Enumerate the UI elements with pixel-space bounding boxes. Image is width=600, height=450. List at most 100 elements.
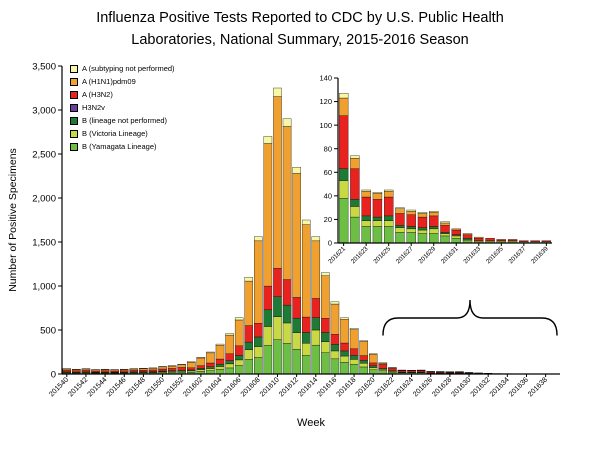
bar-segment-b-yamagata [338,198,349,244]
bar-segment-a-h3n2 [429,215,439,227]
legend-label-b-victoria: B (Victoria Lineage) [82,129,148,138]
bar-segment-a-unsubtyped [273,87,282,97]
bar-segment-a-h3n2 [369,362,378,366]
legend-item-a-h1n1: A (H1N1)pdm09 [70,77,175,86]
bar-segment-b-yamagata [292,349,301,375]
bar-segment-a-unsubtyped [311,236,321,242]
bar-segment-b-no-lineage [225,360,234,365]
bar-segment-a-unsubtyped [384,189,394,192]
bar-segment-b-yamagata [372,226,383,244]
bar-segment-a-unsubtyped [372,192,383,194]
bar-segment-b-yamagata [244,359,253,375]
bar-segment-a-unsubtyped [292,167,301,174]
x-tick-label: 201636 [507,375,530,398]
bar-segment-b-yamagata [330,358,340,375]
bar-segment-b-victoria [254,346,263,358]
legend-label-b-no-lineage: B (lineage not performed) [82,116,168,125]
bar-segment-b-yamagata [225,367,234,375]
x-tick-label: 201621 [327,245,347,265]
bar-segment-a-h3n2 [311,298,321,318]
bar-segment-a-h1n1 [301,224,311,318]
bar-segment-b-no-lineage [406,226,416,230]
bar-segment-b-victoria [507,240,518,242]
bar-segment-b-victoria [384,220,394,227]
bar-segment-b-yamagata [429,233,439,244]
bar-segment-b-no-lineage [340,350,349,357]
bar-segment-b-yamagata [369,369,378,375]
bar-segment-b-no-lineage [196,368,206,370]
bar-segment-a-h1n1 [282,126,292,280]
bar-segment-a-h1n1 [340,319,349,344]
bar-segment-b-victoria [311,329,321,346]
bar-segment-b-victoria [244,349,253,360]
x-tick-label: 201629 [417,245,437,265]
bar-segment-a-unsubtyped [429,211,439,213]
bar-segment-b-yamagata [301,355,311,375]
x-tick-label: 201634 [487,375,510,398]
bar-segment-a-h3n2 [530,240,540,242]
bar-segment-a-h3n2 [187,367,196,371]
bar-segment-a-h3n2 [91,370,100,373]
bar-segment-b-no-lineage [372,216,383,221]
bar-segment-b-yamagata [311,344,321,375]
zoom-region-brace [382,299,558,336]
bar-segment-a-h1n1 [474,236,484,239]
bar-segment-a-h3n2 [167,368,177,371]
bar-segment-a-unsubtyped [263,136,273,144]
legend-swatch-h3n2v-icon [70,103,78,112]
x-axis-title: Week [297,417,325,429]
x-tick-label: 201610 [258,375,281,398]
bar-segment-a-h1n1 [406,211,416,215]
y-tick-label: 0 [51,369,56,380]
bar-segment-a-h3n2 [507,239,518,241]
bar-segment-b-victoria [340,355,349,363]
bar-segment-b-victoria [263,326,273,346]
x-tick-label: 201624 [392,375,415,398]
bar-segment-a-h3n2 [244,325,253,343]
bar-segment-a-unsubtyped [254,236,263,242]
bar-segment-b-yamagata [273,339,282,375]
bar-segment-b-victoria [369,367,378,370]
bar-segment-b-yamagata [361,226,371,244]
bar-segment-b-no-lineage [321,332,330,342]
bar-segment-a-unsubtyped [206,351,215,354]
legend-item-b-yamagata: B (Yamagata Lineage) [70,142,175,151]
y-tick-label: 500 [40,325,56,336]
bar-segment-b-yamagata [234,365,244,375]
bar-segment-b-yamagata [282,343,292,375]
bar-segment-b-yamagata [215,369,225,375]
bar-segment-b-no-lineage [395,225,405,228]
y-tick-label: 40 [324,191,332,200]
bar-segment-a-h1n1 [350,157,360,169]
bar-segment-a-h1n1 [372,193,383,200]
bar-segment-a-h3n2 [384,196,394,217]
x-tick-label: 201630 [449,375,472,398]
bar-segment-a-h3n2 [215,358,225,365]
legend-label-a-h3n2: A (H3N2) [82,90,113,99]
bar-segment-a-h1n1 [81,368,91,371]
bar-segment-b-no-lineage [254,336,263,347]
bar-segment-a-unsubtyped [349,328,359,330]
x-tick-label: 201635 [485,245,505,265]
bar-segment-a-unsubtyped [361,189,371,192]
y-tick-label: 120 [319,97,332,106]
x-tick-label: 201544 [85,375,108,398]
x-tick-label: 201631 [440,245,460,265]
bar-segment-a-unsubtyped [234,317,244,321]
bar-segment-a-h1n1 [429,212,439,217]
x-tick-label: 201614 [296,375,319,398]
x-tick-label: 201602 [181,375,204,398]
y-tick-label: 1,000 [32,281,56,292]
bar-segment-b-victoria [372,220,383,227]
bar-segment-a-h3n2 [417,216,428,228]
legend-label-a-unsubtyped: A (subtyping not performed) [82,64,175,73]
bar-segment-a-h3n2 [361,196,371,217]
chart-title-line1: Influenza Positive Tests Reported to CDC… [96,10,504,26]
bar-segment-b-victoria [234,359,244,366]
bar-segment-a-h3n2 [395,213,405,226]
bar-segment-b-victoria [330,350,340,360]
bar-segment-a-h3n2 [407,370,416,373]
x-tick-label: 201626 [411,375,434,398]
y-tick-label: 2,500 [32,149,56,160]
